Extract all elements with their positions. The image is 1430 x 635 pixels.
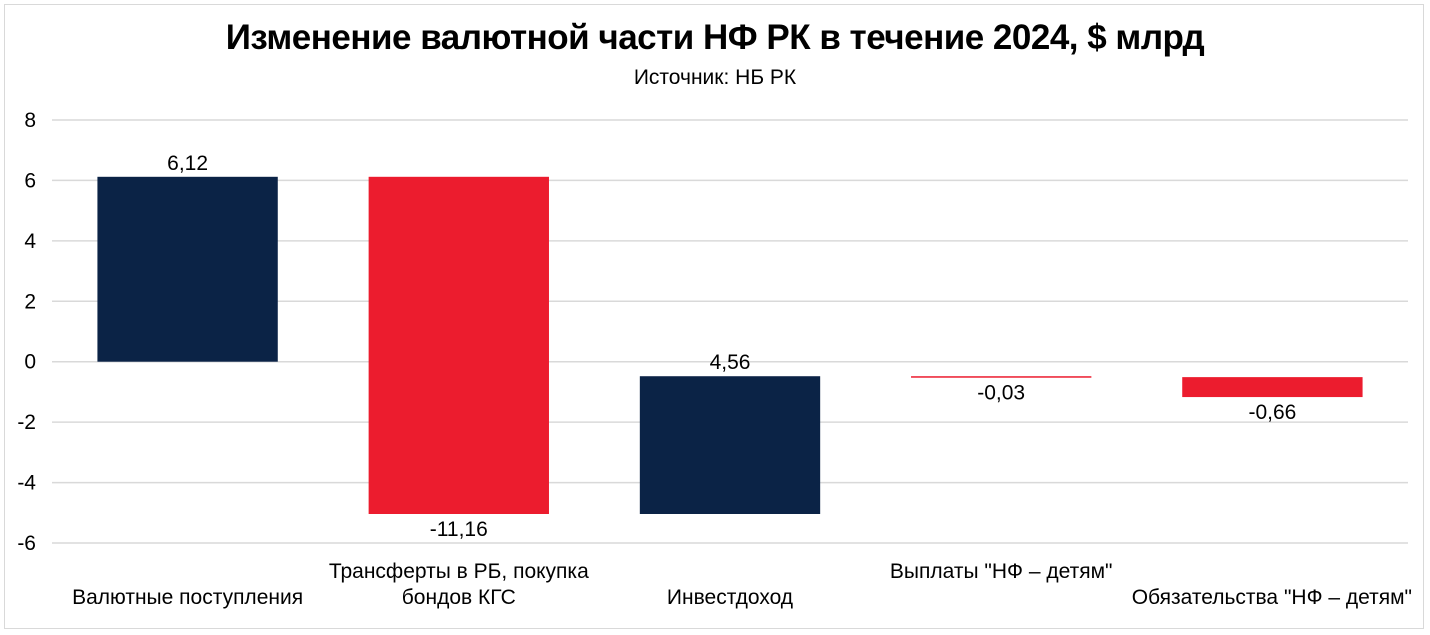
bar-3 bbox=[911, 376, 1092, 378]
category-label-0: Валютные поступления bbox=[72, 586, 303, 609]
y-tick-label-0: 8 bbox=[24, 109, 36, 132]
chart-title: Изменение валютной части НФ РК в течение… bbox=[225, 18, 1205, 57]
category-label-4: Обязательства "НФ – детям" bbox=[1132, 586, 1412, 609]
y-tick-label-1: 6 bbox=[24, 169, 36, 192]
y-tick-label-7: -6 bbox=[17, 532, 36, 555]
chart-frame bbox=[4, 4, 1424, 629]
category-label-1: Трансферты в РБ, покупка бондов КГС bbox=[329, 560, 589, 609]
chart-subtitle: Источник: НБ РК bbox=[633, 66, 797, 89]
y-tick-label-2: 4 bbox=[24, 230, 36, 253]
value-label-1: -11,16 bbox=[430, 518, 488, 541]
y-tick-label-6: -4 bbox=[17, 472, 36, 495]
y-tick-label-3: 2 bbox=[24, 290, 36, 313]
category-label-3: Выплаты "НФ – детям" bbox=[890, 560, 1113, 583]
value-label-2: 4,56 bbox=[710, 351, 751, 374]
bar-2 bbox=[639, 376, 821, 514]
bar-0 bbox=[97, 176, 278, 362]
y-tick-label-5: -2 bbox=[17, 411, 36, 434]
value-label-3: -0,03 bbox=[977, 382, 1025, 405]
bar-1 bbox=[368, 176, 549, 514]
bar-4 bbox=[1182, 377, 1363, 398]
value-label-4: -0,66 bbox=[1248, 401, 1296, 424]
value-label-0: 6,12 bbox=[167, 152, 208, 175]
y-tick-label-4: 0 bbox=[24, 351, 36, 374]
category-label-2: Инвестдоход bbox=[667, 586, 793, 609]
